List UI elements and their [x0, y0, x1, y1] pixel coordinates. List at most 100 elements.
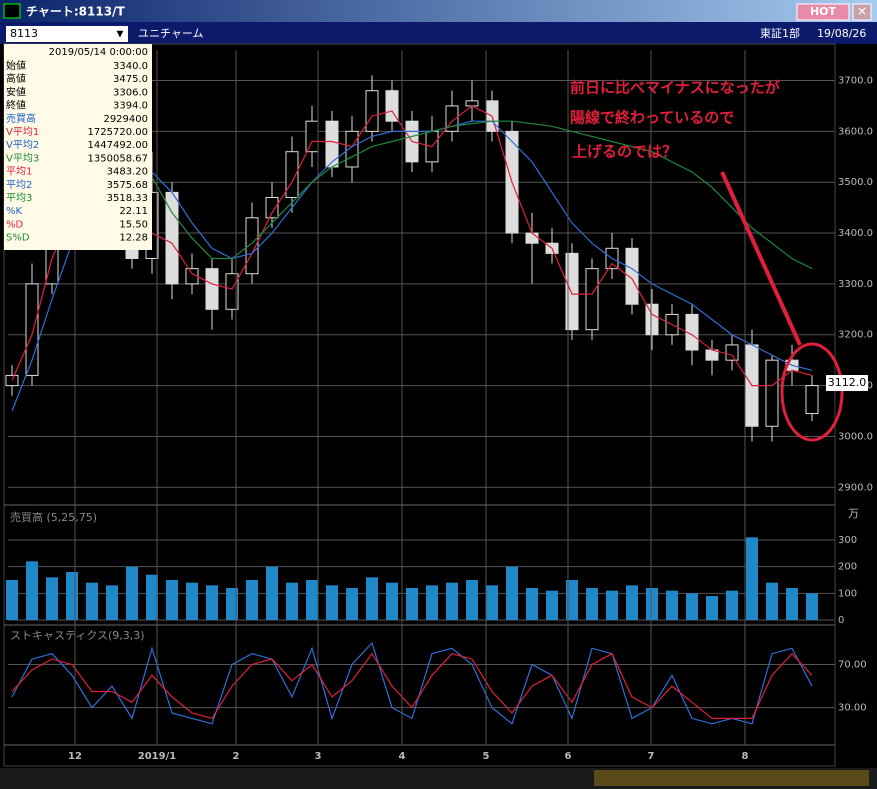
candle-body — [525, 232, 539, 244]
volume-bar — [206, 585, 218, 620]
x-tick-label: 4 — [399, 751, 406, 762]
panel-title: 売買高 (5,25,75) — [10, 510, 97, 524]
close-icon: ✕ — [857, 5, 867, 19]
volume-bar — [266, 566, 278, 620]
volume-bar — [586, 588, 598, 620]
info-label: 平均2 — [6, 179, 32, 191]
info-value: 1447492.00 — [88, 140, 148, 151]
hot-button[interactable] — [796, 3, 850, 21]
app-icon — [3, 3, 21, 19]
title-bar — [0, 0, 877, 22]
annotation-circle — [780, 342, 844, 442]
candle-body — [5, 374, 19, 387]
series-line — [11, 652, 813, 720]
volume-bar — [306, 580, 318, 620]
info-value: 12.28 — [119, 233, 148, 244]
info-value: 3306.0 — [113, 87, 148, 98]
y-tick-label: 300 — [838, 535, 857, 546]
y-tick-label: 3500.0 — [838, 177, 873, 188]
info-label: %D — [6, 219, 24, 230]
info-value: 2929400 — [103, 114, 148, 125]
y-tick-label: 3700.0 — [838, 76, 873, 87]
volume-bar — [46, 577, 58, 620]
y-tick-label: 3200.0 — [838, 330, 873, 341]
y-tick-label: 70.00 — [838, 660, 867, 671]
volume-bar — [566, 580, 578, 620]
volume-bar — [526, 588, 538, 620]
candle-body — [385, 90, 399, 122]
volume-bar — [686, 593, 698, 620]
volume-bar — [126, 566, 138, 620]
volume-bar — [106, 585, 118, 620]
x-tick-label: 6 — [565, 751, 572, 762]
info-value: 3340.0 — [113, 61, 148, 72]
volume-bar — [466, 580, 478, 620]
volume-bar — [446, 582, 458, 620]
dropdown-arrow[interactable]: ▼ — [117, 30, 124, 40]
info-label: %K — [6, 206, 23, 217]
info-label: V平均1 — [6, 126, 39, 138]
price-tag — [826, 375, 868, 391]
info-label: S%D — [6, 233, 30, 244]
info-panel — [4, 44, 152, 250]
info-date: 2019/05/14 0:00:00 — [49, 47, 148, 58]
candle-body — [265, 196, 279, 219]
volume-bar — [646, 588, 658, 620]
info-value: 3475.0 — [113, 74, 148, 85]
info-value: 15.50 — [119, 219, 148, 230]
close-button[interactable] — [852, 3, 872, 21]
volume-bar — [226, 588, 238, 620]
volume-bar — [166, 580, 178, 620]
name-text: ユニチャーム — [138, 27, 204, 40]
info-value: 3483.20 — [107, 167, 148, 178]
volume-bar — [406, 588, 418, 620]
annotation-text: 上げるのでは？ — [572, 143, 677, 161]
volume-bar — [246, 580, 258, 620]
x-tick-label: 3 — [315, 751, 322, 762]
volume-bar — [506, 566, 518, 620]
unit-label: 万 — [848, 507, 859, 520]
x-tick-label: 2019/1 — [138, 751, 176, 762]
volume-bar — [666, 590, 678, 620]
volume-bar — [366, 577, 378, 620]
panel-title: ストキャスティクス(9,3,3) — [10, 629, 145, 642]
info-label: 高値 — [6, 72, 26, 85]
volume-bar — [786, 588, 798, 620]
candle-body — [725, 344, 739, 361]
info-label: V平均3 — [6, 152, 39, 164]
volume-bar — [346, 588, 358, 620]
volume-bar — [546, 590, 558, 620]
hot-label: HOT — [810, 5, 837, 18]
code-text: 8113 — [10, 27, 38, 40]
volume-bar — [626, 585, 638, 620]
window-title: チャート:8113/T — [26, 5, 125, 19]
scroll-thumb[interactable] — [594, 770, 869, 786]
volume-bar — [286, 582, 298, 620]
annotation-text: 前日に比べマイナスになったが — [570, 79, 781, 97]
candle-body — [645, 303, 659, 336]
info-value: 3394.0 — [113, 101, 148, 112]
market-text: 東証1部 — [760, 26, 800, 40]
candle-body — [205, 268, 219, 310]
volume-bar — [66, 572, 78, 620]
x-tick-label: 2 — [233, 751, 240, 762]
volume-bar — [766, 582, 778, 620]
volume-bar — [726, 590, 738, 620]
candle-body — [465, 100, 479, 107]
x-tick-label: 7 — [648, 751, 655, 762]
info-label: 終値 — [6, 99, 26, 112]
volume-bar — [606, 590, 618, 620]
y-tick-label: 0 — [838, 615, 844, 626]
volume-bar — [26, 561, 38, 620]
x-tick-label: 5 — [483, 751, 490, 762]
volume-bar — [806, 593, 818, 620]
code-input[interactable] — [6, 26, 128, 42]
y-tick-label: 3300.0 — [838, 279, 873, 290]
info-value: 1350058.67 — [88, 153, 148, 164]
annotation-text: 陽線で終わっているので — [570, 109, 734, 127]
date-text: 19/08/26 — [817, 27, 866, 40]
y-tick-label: 100 — [838, 588, 857, 599]
info-value: 1725720.00 — [88, 127, 148, 138]
toolbar — [0, 22, 877, 44]
